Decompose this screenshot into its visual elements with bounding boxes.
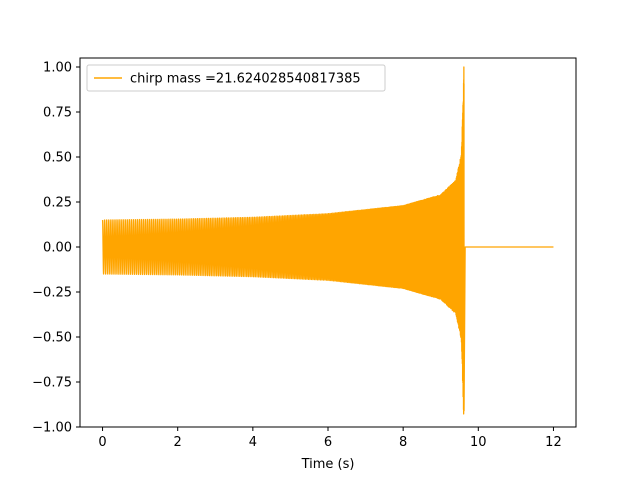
x-tick-label: 10 xyxy=(470,435,487,450)
y-axis: −1.00 −0.75 −0.50 −0.25 0.00 0.25 0.50 0.75 1.00 xyxy=(32,61,80,436)
y-tick-label: 1.00 xyxy=(43,61,72,76)
legend: chirp mass =21.624028540817385 xyxy=(86,64,386,92)
x-tick-label: 2 xyxy=(174,435,182,450)
y-tick-label: 0.75 xyxy=(43,106,72,121)
x-tick-label: 8 xyxy=(399,435,407,450)
x-tick-label: 4 xyxy=(249,435,257,450)
y-tick-label: −0.25 xyxy=(32,286,72,301)
y-tick-label: 0.25 xyxy=(43,196,72,211)
x-axis: 0 2 4 6 8 10 12 xyxy=(98,427,562,450)
y-tick-label: −1.00 xyxy=(32,421,72,436)
legend-box xyxy=(86,64,386,92)
plot-series-layer xyxy=(101,66,554,415)
y-tick-label: 0.00 xyxy=(43,241,72,256)
y-tick-label: −0.50 xyxy=(32,331,72,346)
x-tick-label: 12 xyxy=(545,435,562,450)
y-tick-label: 0.50 xyxy=(43,151,72,166)
y-tick-label: −0.75 xyxy=(32,376,72,391)
x-axis-label: Time (s) xyxy=(301,457,355,472)
legend-label: chirp mass =21.624028540817385 xyxy=(130,72,361,87)
x-tick-label: 0 xyxy=(98,435,106,450)
x-tick-label: 6 xyxy=(324,435,332,450)
series-line-chirp xyxy=(101,66,554,415)
